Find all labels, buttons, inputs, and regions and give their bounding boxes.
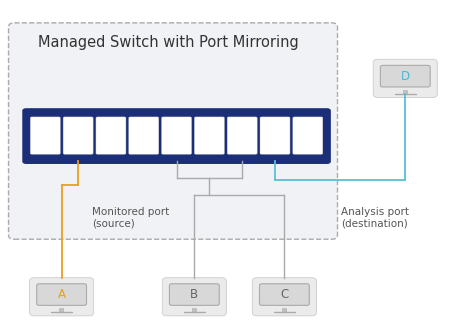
Text: Monitored port
(source): Monitored port (source) bbox=[92, 207, 170, 228]
FancyBboxPatch shape bbox=[162, 117, 191, 154]
FancyBboxPatch shape bbox=[252, 278, 317, 316]
Bar bbox=[191, 308, 197, 312]
Text: D: D bbox=[401, 70, 410, 83]
FancyBboxPatch shape bbox=[194, 117, 224, 154]
Text: Analysis port
(destination): Analysis port (destination) bbox=[341, 207, 409, 228]
Text: B: B bbox=[190, 288, 199, 301]
FancyBboxPatch shape bbox=[373, 59, 438, 97]
Bar bbox=[402, 90, 408, 94]
FancyBboxPatch shape bbox=[9, 23, 337, 239]
FancyBboxPatch shape bbox=[227, 117, 257, 154]
FancyBboxPatch shape bbox=[162, 278, 227, 316]
Text: A: A bbox=[58, 288, 65, 301]
FancyBboxPatch shape bbox=[22, 108, 331, 164]
FancyBboxPatch shape bbox=[293, 117, 323, 154]
FancyBboxPatch shape bbox=[29, 278, 94, 316]
FancyBboxPatch shape bbox=[30, 117, 60, 154]
FancyBboxPatch shape bbox=[36, 284, 87, 305]
FancyBboxPatch shape bbox=[259, 284, 310, 305]
Text: C: C bbox=[280, 288, 289, 301]
FancyBboxPatch shape bbox=[169, 284, 219, 305]
FancyBboxPatch shape bbox=[96, 117, 126, 154]
Bar bbox=[282, 308, 287, 312]
FancyBboxPatch shape bbox=[129, 117, 159, 154]
Text: Managed Switch with Port Mirroring: Managed Switch with Port Mirroring bbox=[38, 35, 299, 49]
FancyBboxPatch shape bbox=[380, 66, 430, 87]
Bar bbox=[59, 308, 64, 312]
FancyBboxPatch shape bbox=[260, 117, 290, 154]
FancyBboxPatch shape bbox=[63, 117, 93, 154]
